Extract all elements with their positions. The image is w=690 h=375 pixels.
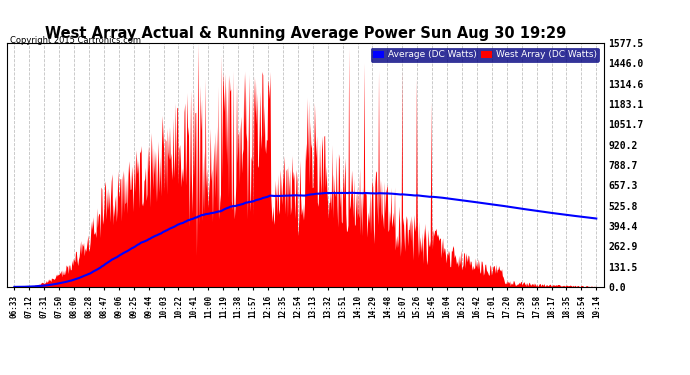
Title: West Array Actual & Running Average Power Sun Aug 30 19:29: West Array Actual & Running Average Powe…: [45, 26, 566, 40]
Legend: Average (DC Watts), West Array (DC Watts): Average (DC Watts), West Array (DC Watts…: [371, 48, 599, 62]
Text: Copyright 2015 Cartronics.com: Copyright 2015 Cartronics.com: [10, 36, 141, 45]
